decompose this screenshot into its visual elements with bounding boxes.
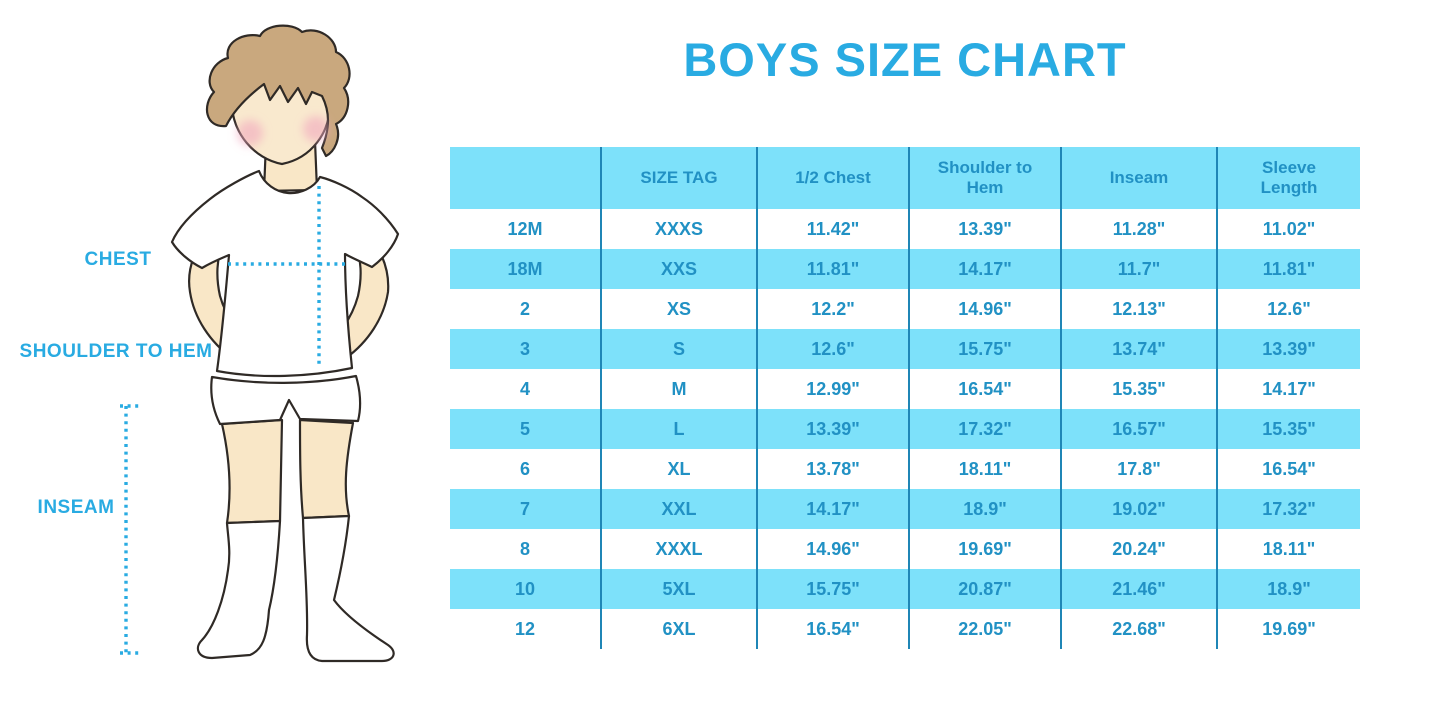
size-cell: 18M	[450, 249, 602, 289]
size-table: SIZE TAG 1/2 Chest Shoulder to Hem Inseam Sl…	[450, 147, 1360, 649]
value-cell: 22.05"	[910, 609, 1062, 649]
value-cell: 13.39"	[910, 209, 1062, 249]
value-cell: 11.7"	[1062, 249, 1218, 289]
left-leg-illustration	[220, 418, 284, 525]
value-cell: 19.69"	[910, 529, 1062, 569]
table-row: 8 XXXL 14.96" 19.69" 20.24" 18.11"	[450, 529, 1360, 569]
right-leg-illustration	[298, 418, 355, 520]
value-cell: 12.13"	[1062, 289, 1218, 329]
tshirt-illustration	[170, 169, 400, 378]
value-cell: 11.81"	[758, 249, 910, 289]
chest-label: CHEST	[84, 249, 152, 270]
value-cell: 18.11"	[1218, 529, 1360, 569]
size-cell: 4	[450, 369, 602, 409]
value-cell: XS	[602, 289, 758, 329]
value-cell: 14.17"	[1218, 369, 1360, 409]
size-cell: 8	[450, 529, 602, 569]
value-cell: 12.99"	[758, 369, 910, 409]
value-cell: 21.46"	[1062, 569, 1218, 609]
column-header: Inseam	[1062, 147, 1218, 209]
column-header: SIZE TAG	[602, 147, 758, 209]
value-cell: 16.54"	[910, 369, 1062, 409]
value-cell: 17.32"	[1218, 489, 1360, 529]
value-cell: 20.87"	[910, 569, 1062, 609]
size-cell: 3	[450, 329, 602, 369]
hair-illustration	[205, 24, 351, 158]
value-cell: 14.96"	[910, 289, 1062, 329]
table-header-row: SIZE TAG 1/2 Chest Shoulder to Hem Inseam Sl…	[450, 147, 1360, 209]
blush-illustration	[237, 116, 329, 146]
value-cell: 11.42"	[758, 209, 910, 249]
value-cell: 19.02"	[1062, 489, 1218, 529]
value-cell: 18.9"	[1218, 569, 1360, 609]
size-cell: 12	[450, 609, 602, 649]
value-cell: 13.39"	[758, 409, 910, 449]
value-cell: 13.39"	[1218, 329, 1360, 369]
inseam-label: INSEAM	[37, 497, 115, 518]
boy-illustration	[120, 24, 400, 663]
size-cell: 10	[450, 569, 602, 609]
value-cell: 5XL	[602, 569, 758, 609]
table-row: 2 XS 12.2" 14.96" 12.13" 12.6"	[450, 289, 1360, 329]
value-cell: 16.54"	[758, 609, 910, 649]
size-cell: 6	[450, 449, 602, 489]
value-cell: XXL	[602, 489, 758, 529]
value-cell: L	[602, 409, 758, 449]
value-cell: 13.78"	[758, 449, 910, 489]
table-row: 18M XXS 11.81" 14.17" 11.7" 11.81"	[450, 249, 1360, 289]
value-cell: 15.35"	[1062, 369, 1218, 409]
value-cell: 11.81"	[1218, 249, 1360, 289]
value-cell: 6XL	[602, 609, 758, 649]
column-header: Shoulder to Hem	[910, 147, 1062, 209]
value-cell: 12.6"	[758, 329, 910, 369]
value-cell: 22.68"	[1062, 609, 1218, 649]
value-cell: 15.75"	[758, 569, 910, 609]
value-cell: XXS	[602, 249, 758, 289]
size-cell: 2	[450, 289, 602, 329]
value-cell: 11.28"	[1062, 209, 1218, 249]
value-cell: XXXL	[602, 529, 758, 569]
value-cell: 13.74"	[1062, 329, 1218, 369]
shoulder-to-hem-label: SHOULDER TO HEM	[19, 341, 213, 362]
value-cell: 11.02"	[1218, 209, 1360, 249]
size-cell: 7	[450, 489, 602, 529]
table-row: 6 XL 13.78" 18.11" 17.8" 16.54"	[450, 449, 1360, 489]
column-header: Sleeve Length	[1218, 147, 1360, 209]
size-cell: 12M	[450, 209, 602, 249]
table-row: 12M XXXS 11.42" 13.39" 11.28" 11.02"	[450, 209, 1360, 249]
value-cell: 12.6"	[1218, 289, 1360, 329]
table-row: 3 S 12.6" 15.75" 13.74" 13.39"	[450, 329, 1360, 369]
column-header: 1/2 Chest	[758, 147, 910, 209]
value-cell: 18.9"	[910, 489, 1062, 529]
table-row: 5 L 13.39" 17.32" 16.57" 15.35"	[450, 409, 1360, 449]
value-cell: 12.2"	[758, 289, 910, 329]
value-cell: 15.35"	[1218, 409, 1360, 449]
table-row: 12 6XL 16.54" 22.05" 22.68" 19.69"	[450, 609, 1360, 649]
value-cell: 14.96"	[758, 529, 910, 569]
value-cell: 14.17"	[758, 489, 910, 529]
page-title: BOYS SIZE CHART	[683, 33, 1127, 86]
value-cell: 18.11"	[910, 449, 1062, 489]
value-cell: 17.8"	[1062, 449, 1218, 489]
value-cell: M	[602, 369, 758, 409]
column-header	[450, 147, 602, 209]
table-row: 10 5XL 15.75" 20.87" 21.46" 18.9"	[450, 569, 1360, 609]
value-cell: 15.75"	[910, 329, 1062, 369]
table-row: 7 XXL 14.17" 18.9" 19.02" 17.32"	[450, 489, 1360, 529]
value-cell: XXXS	[602, 209, 758, 249]
value-cell: 16.54"	[1218, 449, 1360, 489]
table-row: 4 M 12.99" 16.54" 15.35" 14.17"	[450, 369, 1360, 409]
value-cell: 16.57"	[1062, 409, 1218, 449]
left-sock-illustration	[196, 519, 282, 660]
size-cell: 5	[450, 409, 602, 449]
value-cell: 17.32"	[910, 409, 1062, 449]
value-cell: 14.17"	[910, 249, 1062, 289]
value-cell: S	[602, 329, 758, 369]
value-cell: XL	[602, 449, 758, 489]
right-sock-illustration	[301, 514, 395, 663]
value-cell: 20.24"	[1062, 529, 1218, 569]
shorts-illustration	[210, 374, 362, 426]
value-cell: 19.69"	[1218, 609, 1360, 649]
